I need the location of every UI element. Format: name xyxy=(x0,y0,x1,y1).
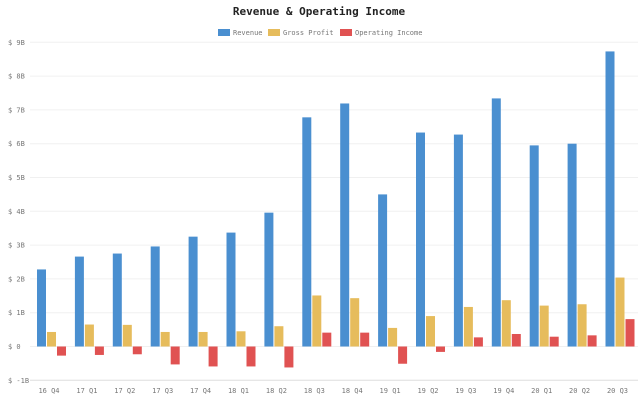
x-tick-label: 17 Q3 xyxy=(152,387,173,395)
bar-revenue xyxy=(74,256,84,347)
x-axis: 16 Q4 17 Q1 17 Q2 17 Q3 17 Q4 18 Q1 18 Q2 18 Q3… xyxy=(38,387,628,395)
y-tick-label: $ 2B xyxy=(8,275,25,283)
bar-gross-profit xyxy=(274,326,284,347)
legend-label: Gross Profit xyxy=(283,29,334,37)
chart-title: Revenue & Operating Income xyxy=(233,5,406,18)
bar-revenue xyxy=(378,194,388,347)
y-tick-label: $ 7B xyxy=(8,106,25,114)
bar-operating-income xyxy=(246,346,256,367)
x-tick-label: 18 Q1 xyxy=(228,387,249,395)
y-tick-label: $ 6B xyxy=(8,140,25,148)
bar-revenue xyxy=(491,98,501,347)
legend: Revenue Gross Profit Operating Income xyxy=(218,29,422,37)
y-tick-label: $ -1B xyxy=(8,377,29,385)
bar-revenue xyxy=(567,143,577,347)
bar-operating-income xyxy=(360,332,370,347)
x-tick-label: 19 Q4 xyxy=(493,387,514,395)
bar-operating-income xyxy=(170,346,180,365)
bar-gross-profit xyxy=(236,331,246,347)
bar-revenue xyxy=(150,246,160,347)
y-tick-label: $ 0 xyxy=(8,343,21,351)
bar-gross-profit xyxy=(122,324,132,347)
bar-operating-income xyxy=(511,333,521,347)
bar-gross-profit xyxy=(160,331,170,347)
bar-operating-income xyxy=(284,346,294,368)
bar-revenue xyxy=(529,145,539,347)
x-tick-label: 17 Q1 xyxy=(76,387,97,395)
bar-gross-profit xyxy=(539,305,549,347)
y-tick-label: $ 1B xyxy=(8,309,25,317)
legend-label: Operating Income xyxy=(355,29,422,37)
bar-gross-profit xyxy=(84,324,94,347)
bar-gross-profit xyxy=(388,327,398,347)
bar-gross-profit xyxy=(47,331,56,347)
bar-gross-profit xyxy=(615,277,625,347)
bar-revenue xyxy=(453,134,463,347)
bar-operating-income xyxy=(322,332,332,347)
bar-operating-income xyxy=(473,337,483,347)
y-tick-label: $ 3B xyxy=(8,242,25,250)
bar-revenue xyxy=(264,212,274,347)
bar-operating-income xyxy=(132,346,142,355)
y-tick-label: $ 8B xyxy=(8,73,25,81)
x-tick-label: 17 Q4 xyxy=(190,387,211,395)
x-tick-label: 20 Q2 xyxy=(569,387,590,395)
bar-gross-profit xyxy=(426,316,435,347)
bar-operating-income xyxy=(94,346,104,355)
legend-swatch xyxy=(340,29,352,36)
bar-operating-income xyxy=(436,346,445,352)
x-tick-label: 18 Q2 xyxy=(266,387,287,395)
bar-revenue xyxy=(416,132,425,347)
x-tick-label: 19 Q3 xyxy=(455,387,476,395)
bar-operating-income xyxy=(398,346,408,364)
x-tick-label: 16 Q4 xyxy=(38,387,59,395)
x-tick-label: 19 Q1 xyxy=(380,387,401,395)
bar-operating-income xyxy=(208,346,218,367)
bar-revenue xyxy=(226,232,236,347)
y-tick-label: $ 9B xyxy=(8,39,25,47)
legend-label: Revenue xyxy=(233,29,263,37)
bar-revenue xyxy=(605,51,615,347)
bar-gross-profit xyxy=(312,295,322,347)
bar-revenue xyxy=(340,103,350,347)
bar-operating-income xyxy=(549,336,559,347)
bars xyxy=(37,51,635,368)
bar-revenue xyxy=(37,269,46,347)
x-tick-label: 19 Q2 xyxy=(417,387,438,395)
bar-gross-profit xyxy=(198,331,208,347)
bar-gross-profit xyxy=(463,306,473,347)
bar-revenue xyxy=(112,253,122,347)
y-tick-label: $ 4B xyxy=(8,208,25,216)
legend-swatch xyxy=(268,29,280,36)
y-tick-label: $ 5B xyxy=(8,174,25,182)
bar-operating-income xyxy=(57,346,66,356)
x-tick-label: 17 Q2 xyxy=(114,387,135,395)
y-axis: $ -1B $ 0 $ 1B $ 2B $ 3B $ 4B $ 5B $ 6B $ 7B $ 8B… xyxy=(8,39,29,385)
x-tick-label: 18 Q3 xyxy=(304,387,325,395)
x-tick-label: 20 Q3 xyxy=(607,387,628,395)
bar-gross-profit xyxy=(501,300,511,347)
bar-gross-profit xyxy=(350,298,360,347)
legend-swatch xyxy=(218,29,230,36)
bar-operating-income xyxy=(625,319,635,347)
bar-revenue xyxy=(302,117,312,347)
x-tick-label: 20 Q1 xyxy=(531,387,552,395)
bar-operating-income xyxy=(587,335,597,347)
x-tick-label: 18 Q4 xyxy=(342,387,363,395)
bar-gross-profit xyxy=(577,304,587,347)
bar-revenue xyxy=(188,236,198,347)
